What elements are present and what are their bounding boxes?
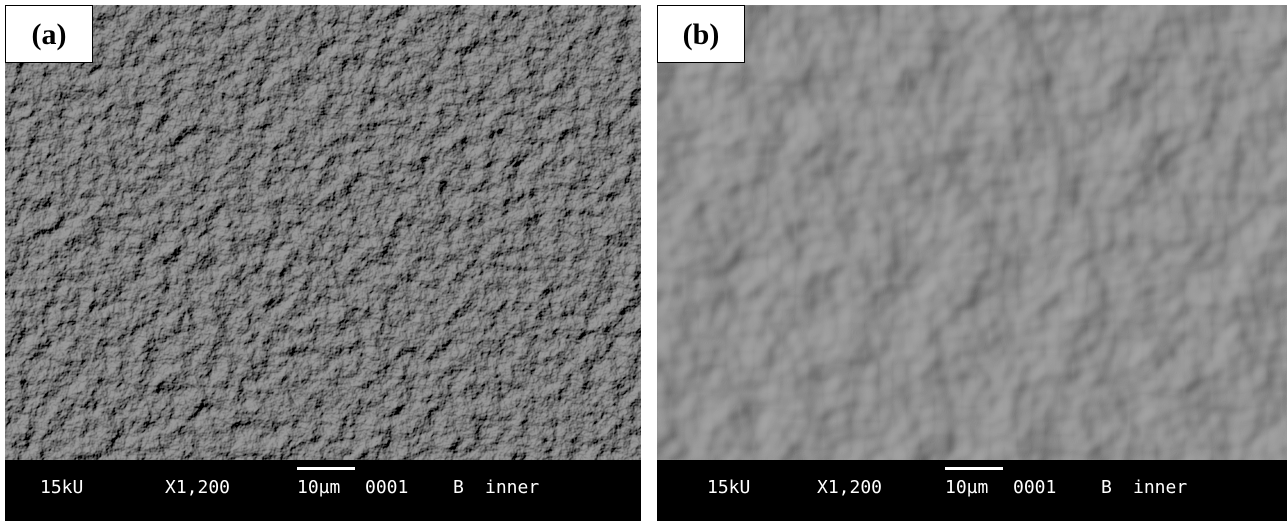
- info-bar: 15kU X1,200 10µm 0001 B inner: [657, 460, 1287, 521]
- image-number: 0001: [1013, 477, 1056, 498]
- magnification: X1,200: [817, 477, 882, 498]
- voltage: 15kU: [707, 477, 750, 498]
- scale-label: 10µm: [945, 477, 988, 498]
- panel-label: (a): [5, 5, 93, 63]
- voltage: 15kU: [40, 477, 83, 498]
- mode: inner: [485, 477, 539, 498]
- image-number: 0001: [365, 477, 408, 498]
- sem-panel: (b) 15kU X1,200 10µm 0001 B inner: [657, 5, 1287, 521]
- scale-label: 10µm: [297, 477, 340, 498]
- mode: inner: [1133, 477, 1187, 498]
- page: {"panels": [ {"label": "(a)", "voltage":…: [0, 0, 1287, 526]
- magnification: X1,200: [165, 477, 230, 498]
- scale-bar: [297, 467, 355, 470]
- scale-bar: [945, 467, 1003, 470]
- sem-image: [657, 5, 1287, 460]
- detector: B: [453, 477, 464, 498]
- panel-label: (b): [657, 5, 745, 63]
- sem-panel: (a) 15kU X1,200 10µm 0001 B inner: [5, 5, 641, 521]
- detector: B: [1101, 477, 1112, 498]
- info-bar: 15kU X1,200 10µm 0001 B inner: [5, 460, 641, 521]
- sem-image: [5, 5, 641, 460]
